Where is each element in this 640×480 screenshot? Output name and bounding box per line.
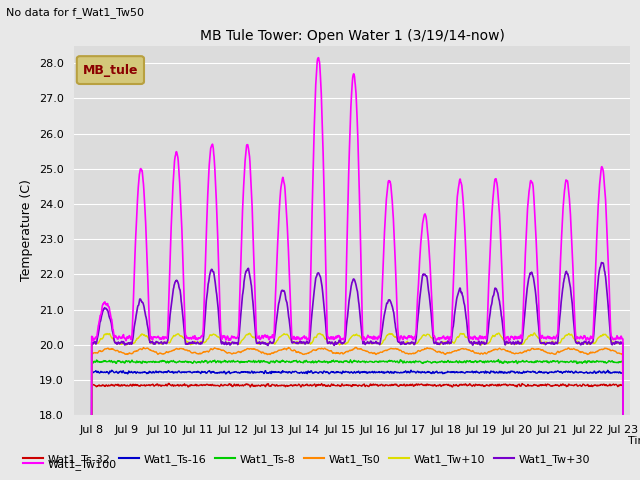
Wat1_Tw100	[314, 55, 322, 60]
Line: Wat1_Ts-8: Wat1_Ts-8	[92, 360, 623, 480]
Line: Wat1_Tw+10: Wat1_Tw+10	[92, 333, 623, 480]
Wat1_Tw+10	[440, 340, 447, 346]
Line: Wat1_Tw+30: Wat1_Tw+30	[92, 263, 623, 480]
Wat1_Ts-16	[604, 367, 612, 373]
Wat1_Tw+10	[193, 340, 200, 346]
Title: MB Tule Tower: Open Water 1 (3/19/14-now): MB Tule Tower: Open Water 1 (3/19/14-now…	[200, 29, 504, 43]
Wat1_Tw100	[206, 157, 214, 163]
Wat1_Ts-8	[495, 357, 502, 362]
Wat1_Tw+30	[206, 272, 214, 278]
Line: Wat1_Ts-16: Wat1_Ts-16	[92, 370, 623, 480]
Wat1_Ts-8	[557, 359, 564, 365]
Wat1_Tw+10	[266, 340, 273, 346]
Wat1_Ts-32	[266, 383, 273, 389]
Wat1_Tw+30	[509, 339, 517, 345]
Wat1_Tw+30	[193, 340, 200, 346]
Wat1_Ts-32	[509, 382, 517, 388]
Wat1_Ts-16	[266, 370, 273, 376]
Wat1_Tw100	[193, 336, 200, 342]
Wat1_Ts0	[206, 348, 214, 354]
X-axis label: Time: Time	[628, 435, 640, 445]
Text: No data for f_Wat1_Tw50: No data for f_Wat1_Tw50	[6, 7, 145, 18]
Wat1_Tw+30	[266, 340, 273, 346]
Wat1_Tw100	[557, 259, 564, 264]
Line: Wat1_Ts-32: Wat1_Ts-32	[92, 384, 623, 480]
Legend: Wat1_Tw100: Wat1_Tw100	[19, 455, 121, 474]
Line: Wat1_Ts0: Wat1_Ts0	[92, 348, 623, 480]
Wat1_Tw100	[266, 337, 273, 343]
Wat1_Ts0	[266, 351, 273, 357]
Wat1_Tw+30	[556, 312, 564, 317]
Wat1_Tw+10	[531, 330, 538, 336]
Wat1_Ts0	[193, 351, 200, 357]
Wat1_Tw100	[509, 335, 517, 340]
Wat1_Ts-8	[206, 359, 214, 364]
Wat1_Ts-32	[440, 382, 448, 387]
Wat1_Ts0	[509, 350, 517, 356]
Wat1_Ts-32	[557, 382, 564, 387]
Wat1_Ts-8	[193, 360, 200, 366]
Wat1_Tw+30	[598, 260, 605, 265]
Wat1_Ts-16	[509, 369, 517, 375]
Legend: Wat1_Ts-32, Wat1_Ts-16, Wat1_Ts-8, Wat1_Ts0, Wat1_Tw+10, Wat1_Tw+30: Wat1_Ts-32, Wat1_Ts-16, Wat1_Ts-8, Wat1_…	[19, 450, 595, 469]
Wat1_Ts-8	[266, 360, 273, 366]
Wat1_Ts-32	[193, 383, 201, 389]
Wat1_Tw100	[440, 335, 448, 340]
Y-axis label: Temperature (C): Temperature (C)	[20, 180, 33, 281]
Wat1_Tw+10	[206, 333, 214, 338]
Wat1_Ts0	[557, 349, 564, 355]
Wat1_Tw+30	[440, 341, 447, 347]
Wat1_Ts-32	[165, 381, 173, 386]
Wat1_Ts-32	[206, 383, 214, 388]
Wat1_Ts-16	[440, 370, 447, 376]
Wat1_Tw+10	[509, 340, 517, 346]
Line: Wat1_Tw100: Wat1_Tw100	[92, 58, 623, 480]
Wat1_Tw+10	[557, 340, 564, 346]
Wat1_Ts0	[285, 345, 292, 350]
Text: MB_tule: MB_tule	[83, 63, 138, 77]
Wat1_Ts-8	[440, 360, 447, 365]
Wat1_Ts0	[440, 351, 448, 357]
Wat1_Ts-16	[193, 370, 200, 375]
Wat1_Ts-8	[509, 360, 517, 365]
Wat1_Ts-16	[556, 369, 564, 375]
Wat1_Ts-16	[206, 368, 214, 374]
